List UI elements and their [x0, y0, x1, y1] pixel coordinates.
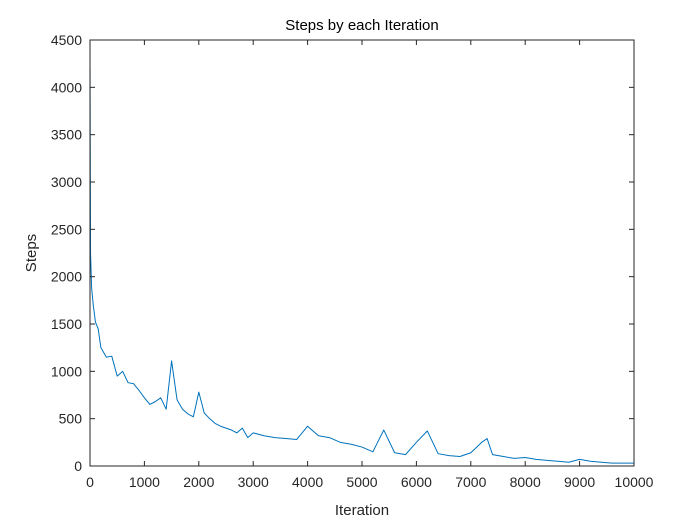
x-tick-label: 1000 — [129, 474, 160, 490]
x-tick-label: 5000 — [346, 474, 377, 490]
x-tick-label: 10000 — [615, 474, 654, 490]
x-tick-label: 6000 — [401, 474, 432, 490]
series-line-1 — [89, 68, 634, 464]
y-tick-label: 2500 — [51, 221, 82, 237]
x-tick-label: 4000 — [292, 474, 323, 490]
y-tick-label: 2000 — [51, 269, 82, 285]
x-axis-ticks: 0 1000 2000 3000 4000 5000 6000 7000 8000 9000 100… — [86, 40, 654, 490]
x-axis-label: Iteration — [335, 502, 389, 519]
y-tick-label: 3500 — [51, 127, 82, 143]
series-layer — [89, 68, 634, 464]
y-tick-label: 4000 — [51, 79, 82, 95]
y-axis-ticks: 0 500 1000 1500 2000 2500 3000 3500 4000 4500 — [51, 32, 634, 474]
y-tick-label: 3000 — [51, 174, 82, 190]
y-tick-label: 1000 — [51, 363, 82, 379]
x-tick-label: 9000 — [564, 474, 595, 490]
y-tick-label: 4500 — [51, 32, 82, 48]
x-tick-label: 0 — [86, 474, 94, 490]
x-tick-label: 2000 — [183, 474, 214, 490]
x-tick-label: 3000 — [238, 474, 269, 490]
plot-background — [90, 40, 634, 466]
y-tick-label: 500 — [59, 411, 83, 427]
y-tick-label: 0 — [74, 458, 82, 474]
chart-title: Steps by each Iteration — [285, 17, 438, 34]
x-tick-label: 7000 — [455, 474, 486, 490]
x-tick-label: 8000 — [510, 474, 541, 490]
y-tick-label: 1500 — [51, 316, 82, 332]
y-axis-label: Steps — [23, 234, 40, 272]
